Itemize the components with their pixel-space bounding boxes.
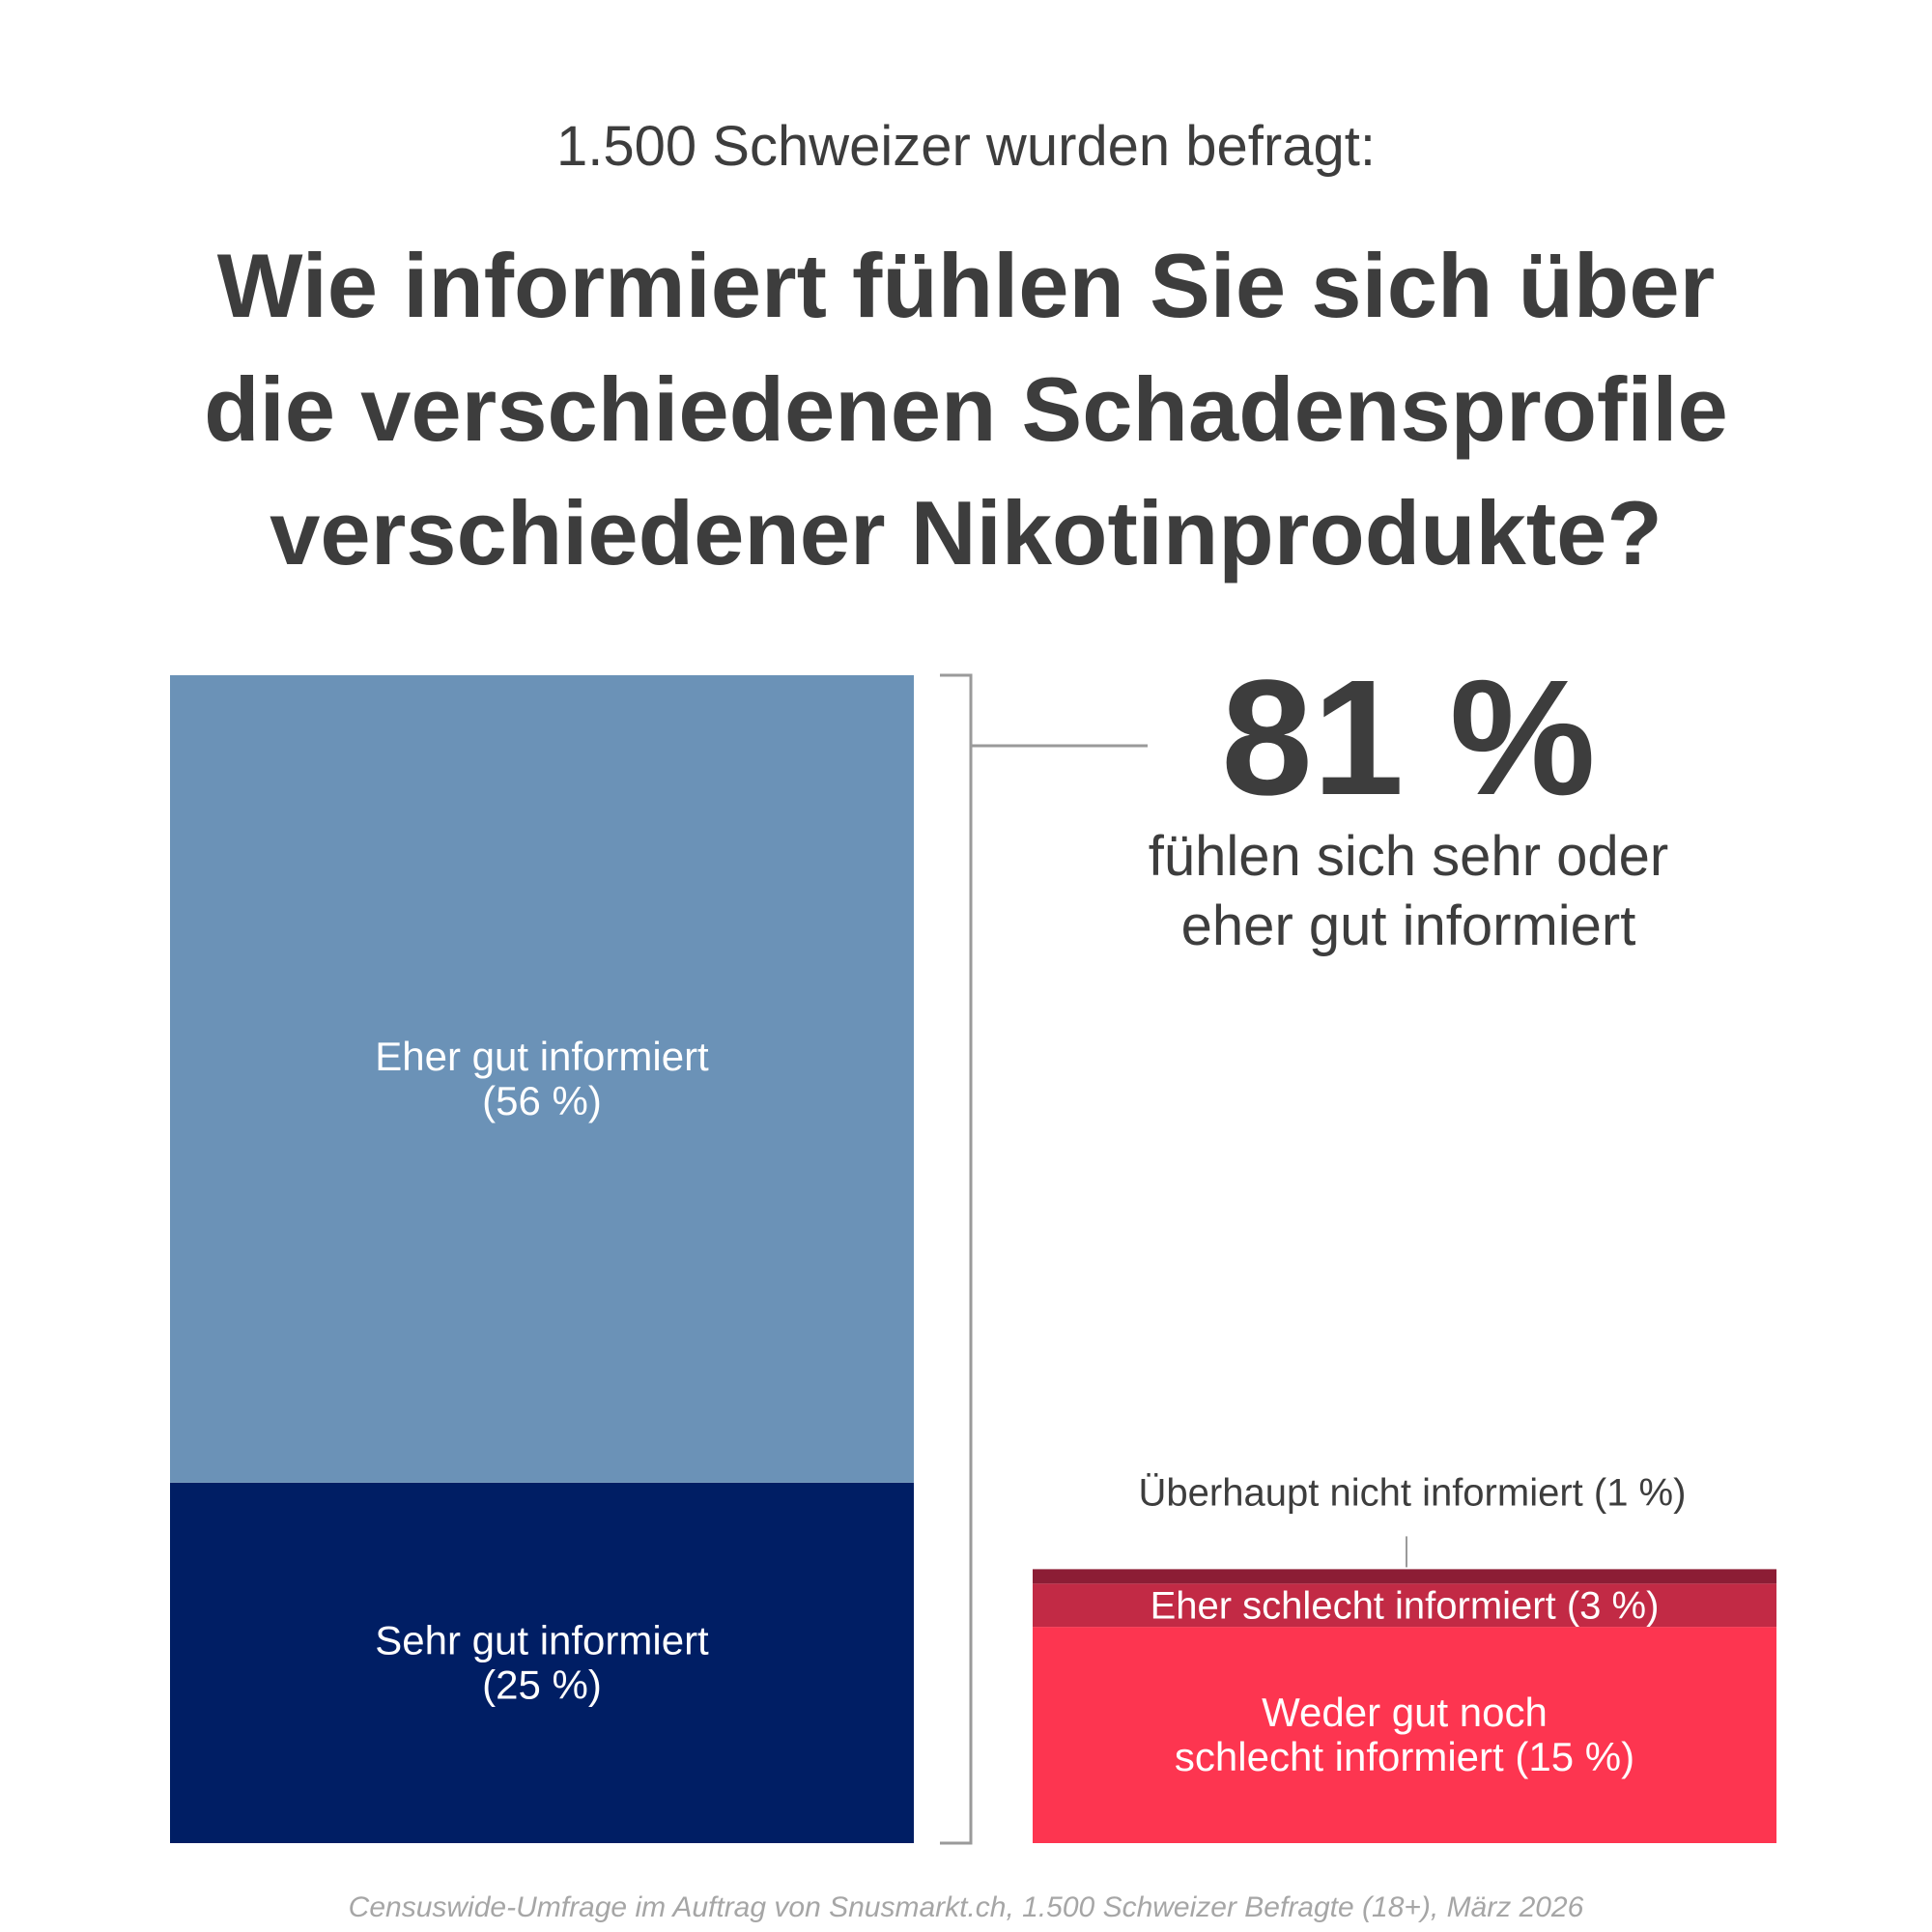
segment-label: Eher schlecht informiert (3 %) — [1151, 1585, 1660, 1628]
source-footnote: Censuswide-Umfrage im Auftrag von Snusma… — [348, 1891, 1584, 1923]
survey-subtitle: 1.500 Schweizer wurden befragt: — [556, 115, 1376, 178]
segment-label: Sehr gut informiert — [375, 1617, 709, 1662]
bar-segment — [170, 1482, 914, 1843]
chart-title: Wie informiert fühlen Sie sich über die … — [204, 235, 1728, 583]
bar-segment — [1033, 1583, 1776, 1628]
callout-value: 81 % — [1221, 646, 1595, 830]
segment-label: Weder gut noch — [1262, 1690, 1548, 1735]
segment-label: Eher gut informiert — [375, 1034, 709, 1079]
bar-segment — [1033, 1627, 1776, 1843]
callout-text: fühlen sich sehr oder — [1149, 825, 1668, 888]
callout-text: eher gut informiert — [1181, 895, 1636, 957]
segment-label: Überhaupt nicht informiert (1 %) — [1139, 1471, 1687, 1514]
bar-segment — [1033, 1569, 1776, 1584]
segment-label: schlecht informiert (15 %) — [1175, 1734, 1634, 1779]
segment-label: (25 %) — [482, 1662, 602, 1707]
bar-segment — [170, 675, 914, 1483]
bracket — [940, 673, 973, 1845]
segment-label: (56 %) — [482, 1078, 602, 1123]
